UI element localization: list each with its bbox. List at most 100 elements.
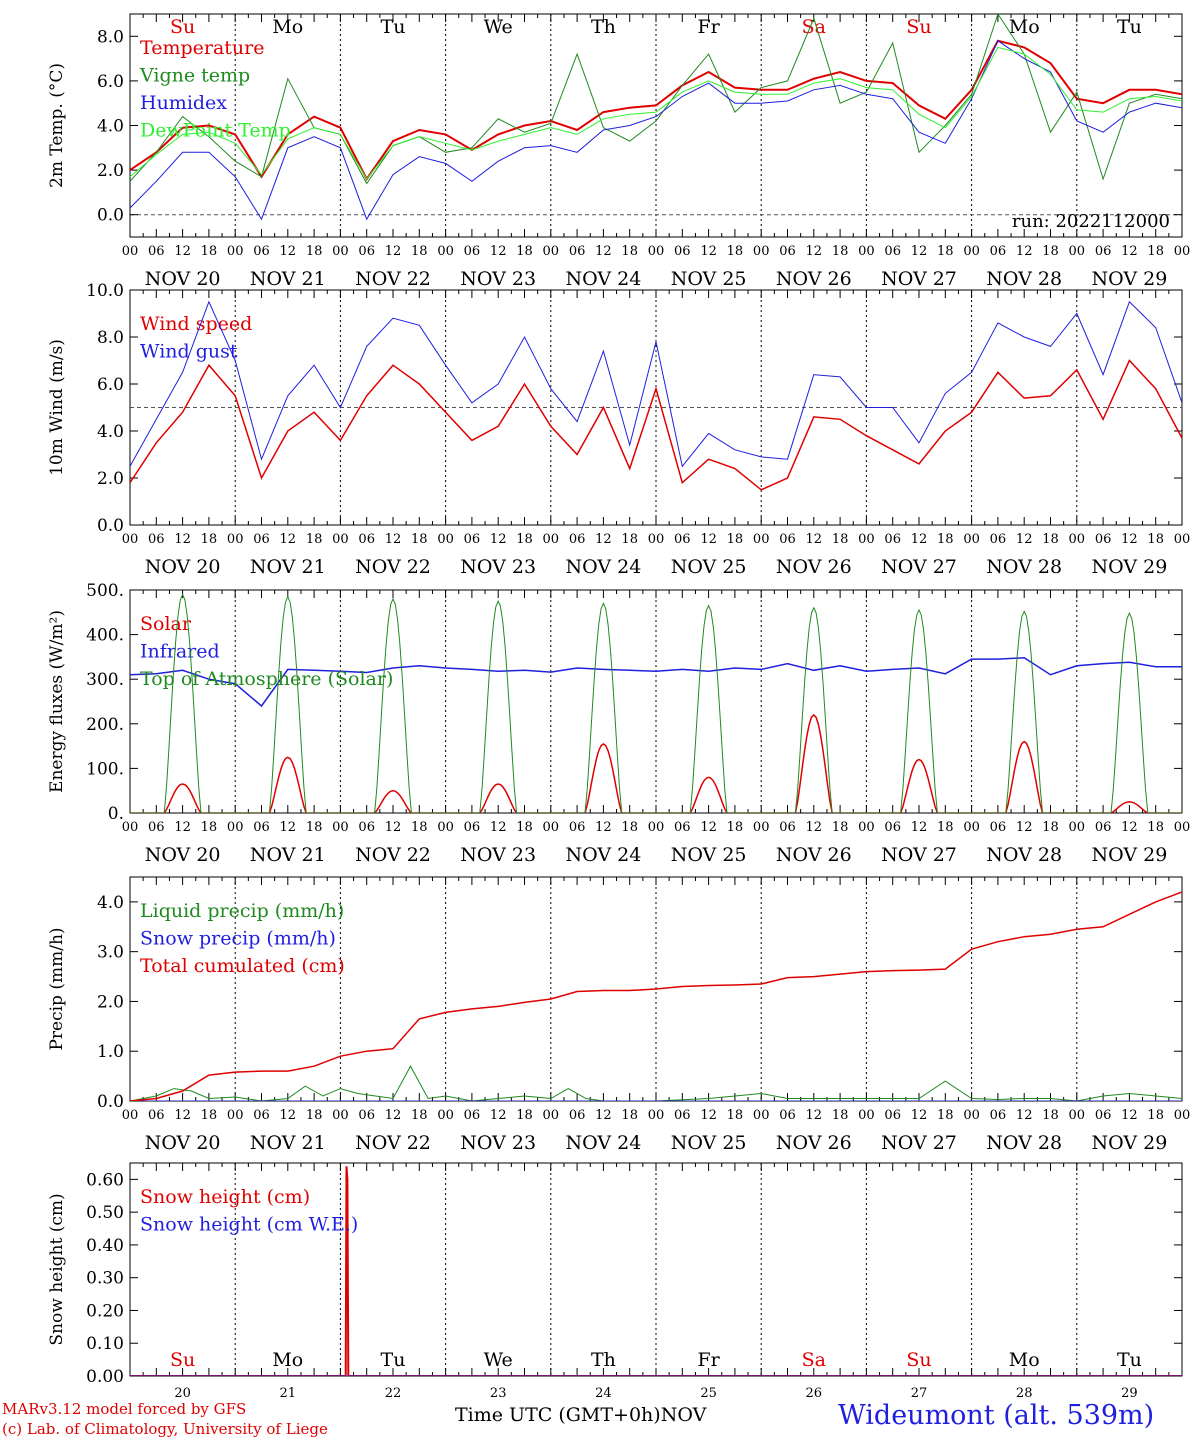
- date-label: NOV 26: [776, 1132, 852, 1154]
- date-label: NOV 24: [565, 556, 641, 578]
- hour-label: 00: [858, 244, 875, 259]
- date-label: NOV 21: [250, 844, 326, 866]
- day-number-label: 25: [700, 1386, 717, 1401]
- date-label: NOV 23: [460, 268, 536, 290]
- y-tick-label: 10.0: [86, 281, 124, 301]
- hour-label: 06: [358, 820, 375, 835]
- hour-label: 06: [464, 532, 481, 547]
- series-line-total-cumulated-cm-: [130, 891, 1182, 1101]
- hour-label: 06: [779, 820, 796, 835]
- hour-label: 06: [990, 820, 1007, 835]
- series-line-temperature: [130, 39, 1182, 181]
- hour-label: 18: [621, 1108, 638, 1123]
- y-tick-label: 2.0: [97, 992, 124, 1012]
- hour-label: 18: [516, 244, 533, 259]
- y-tick-label: 6.0: [97, 375, 124, 395]
- legend-entry: Temperature: [140, 37, 264, 59]
- hour-label: 00: [332, 820, 349, 835]
- legend-entry: Wind speed: [140, 313, 252, 335]
- hour-label: 12: [174, 1108, 191, 1123]
- date-label: NOV 21: [250, 556, 326, 578]
- day-number-label: 23: [490, 1386, 507, 1401]
- hour-label: 00: [227, 532, 244, 547]
- legend-entry: Snow height (cm): [140, 1186, 310, 1208]
- hour-label: 06: [884, 532, 901, 547]
- hour-label: 00: [963, 1108, 980, 1123]
- series-line-top-of-atmosphere-solar-: [130, 593, 1182, 813]
- hour-label: 12: [280, 820, 297, 835]
- panel-1: 0.0 2.0 4.0 6.0 8.0 2m Temp. (°C) 00 06 12 18 NOV …: [47, 13, 1191, 290]
- hour-label: 00: [753, 820, 770, 835]
- y-tick-label: 4.0: [97, 422, 124, 442]
- y-tick-label: 0.: [108, 804, 124, 824]
- hour-label: 06: [779, 1108, 796, 1123]
- date-label: NOV 20: [145, 556, 221, 578]
- date-label: NOV 23: [460, 844, 536, 866]
- x-axis-title: Time UTC (GMT+0h)NOV: [455, 1404, 707, 1426]
- panel-3: 0. 100. 200. 300. 400. 500. Energy fluxes (W/m…: [47, 581, 1190, 866]
- date-label: NOV 25: [671, 844, 747, 866]
- hour-label: 00: [648, 532, 665, 547]
- hour-label: 00: [858, 532, 875, 547]
- hour-label: 00: [1069, 820, 1086, 835]
- hour-label: 12: [385, 1108, 402, 1123]
- day-name-label: We: [484, 16, 513, 38]
- hour-label: 06: [990, 1108, 1007, 1123]
- date-label: NOV 21: [250, 1132, 326, 1154]
- legend-entry: Snow height (cm W.E.): [140, 1214, 358, 1236]
- hour-label: 12: [280, 1108, 297, 1123]
- hour-label: 12: [700, 1108, 717, 1123]
- hour-label: 06: [358, 532, 375, 547]
- hour-label: 18: [411, 532, 428, 547]
- hour-label: 18: [1147, 1108, 1164, 1123]
- hour-label: 12: [1121, 820, 1138, 835]
- series-line-dewpoint-temp: [130, 46, 1182, 180]
- hour-label: 06: [779, 532, 796, 547]
- day-name-label: Th: [591, 16, 616, 38]
- hour-label: 12: [911, 244, 928, 259]
- hour-label: 00: [437, 244, 454, 259]
- hour-label: 12: [595, 532, 612, 547]
- date-label: NOV 28: [986, 1132, 1062, 1154]
- y-axis-label: Precip (mm/h): [47, 927, 67, 1050]
- date-label: NOV 24: [565, 844, 641, 866]
- hour-label: 18: [306, 532, 323, 547]
- hour-label: 00: [227, 1108, 244, 1123]
- hour-label: 06: [779, 244, 796, 259]
- hour-label: 12: [490, 244, 507, 259]
- hour-label: 18: [1147, 820, 1164, 835]
- series-line-wind-gust: [130, 300, 1182, 468]
- hour-label: 00: [858, 1108, 875, 1123]
- hour-label: 06: [148, 820, 165, 835]
- hour-label: 12: [700, 532, 717, 547]
- hour-label: 00: [543, 532, 560, 547]
- hour-label: 06: [569, 244, 586, 259]
- hour-label: 06: [253, 532, 270, 547]
- day-name-label: Mo: [1009, 1349, 1040, 1371]
- date-label: NOV 29: [1091, 556, 1167, 578]
- hour-label: 06: [990, 244, 1007, 259]
- hour-label: 18: [621, 244, 638, 259]
- day-name-label: Th: [591, 1349, 616, 1371]
- hour-label: 06: [884, 820, 901, 835]
- hour-label: 18: [832, 1108, 849, 1123]
- hour-label: 18: [1042, 532, 1059, 547]
- hour-label: 06: [148, 244, 165, 259]
- hour-label: 00: [1174, 1108, 1191, 1123]
- series-line-humidex: [130, 40, 1182, 221]
- day-name-label: Tu: [381, 1349, 406, 1371]
- y-tick-label: 4.0: [97, 893, 124, 913]
- hour-label: 00: [1069, 1108, 1086, 1123]
- hour-label: 12: [1121, 1108, 1138, 1123]
- hour-label: 06: [358, 244, 375, 259]
- date-label: NOV 23: [460, 1132, 536, 1154]
- hour-label: 18: [727, 820, 744, 835]
- legend-entry: Snow precip (mm/h): [140, 928, 336, 950]
- hour-label: 18: [411, 1108, 428, 1123]
- date-label: NOV 29: [1091, 1132, 1167, 1154]
- hour-label: 12: [280, 244, 297, 259]
- hour-label: 00: [1174, 244, 1191, 259]
- hour-label: 12: [385, 532, 402, 547]
- hour-label: 18: [937, 532, 954, 547]
